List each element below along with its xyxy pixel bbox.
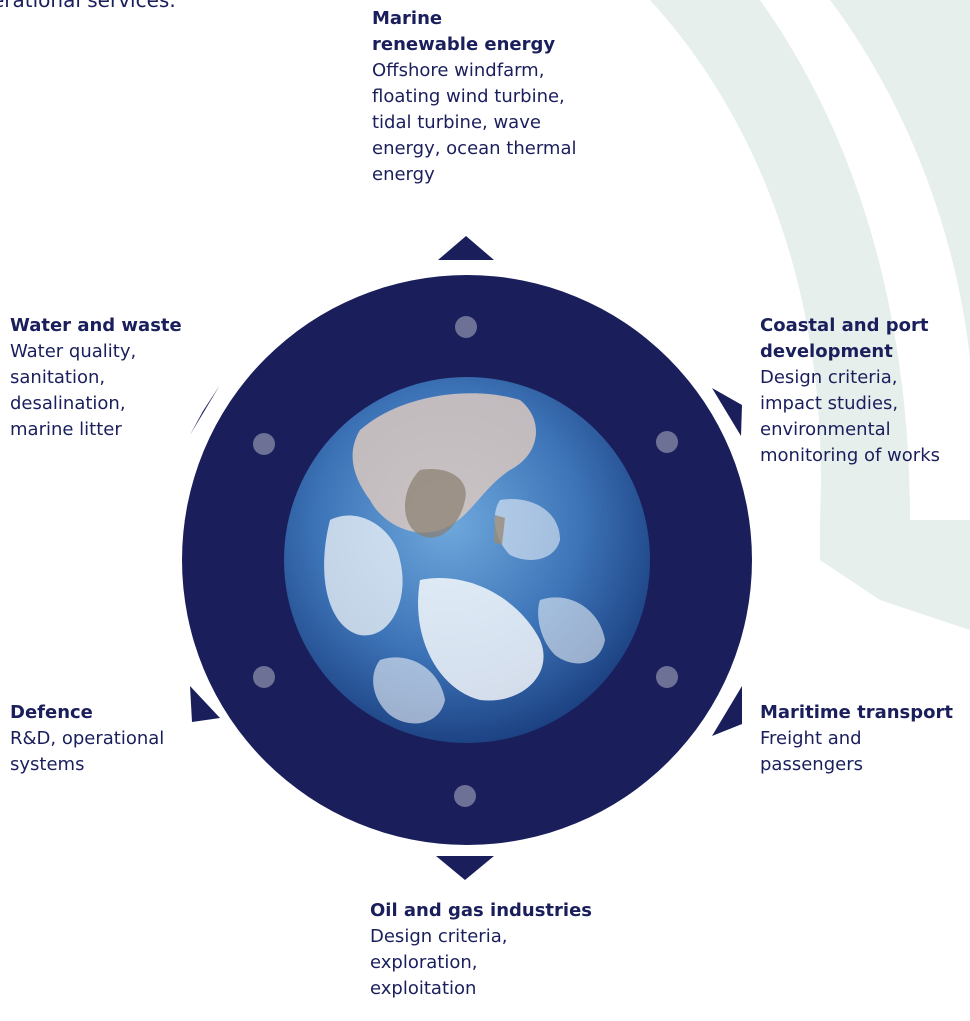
sector-oil-gas-industries: Oil and gas industries Design criteria, … (370, 898, 592, 1002)
arrow-upper-right-icon (712, 388, 742, 436)
earth-globe-icon (284, 377, 650, 743)
sector-title: Oil and gas industries (370, 900, 593, 921)
sector-title: Marine renewable energy (372, 8, 556, 55)
ring-dot-upper-right (656, 431, 678, 453)
sector-description: Offshore windfarm, floating wind turbine… (372, 60, 577, 185)
sector-defence: Defence R&D, operational systems (10, 700, 164, 778)
sector-description: R&D, operational systems (10, 728, 165, 775)
swirl-band-inner (830, 0, 970, 360)
ring-dot-bottom (454, 785, 476, 807)
arrow-up-icon (438, 236, 494, 260)
sector-description: Design criteria, impact studies, environ… (760, 367, 940, 466)
arrow-down-icon (436, 856, 494, 880)
sector-description: Design criteria, exploration, exploitati… (370, 926, 508, 999)
sector-title: Water and waste (10, 315, 182, 336)
sector-coastal-port-development: Coastal and port development Design crit… (760, 313, 940, 469)
sector-water-waste: Water and waste Water quality, sanitatio… (10, 313, 182, 443)
sector-title: Coastal and port development (760, 315, 929, 362)
sector-maritime-transport: Maritime transport Freight and passenger… (760, 700, 953, 778)
arrow-lower-right-icon (712, 686, 742, 736)
sector-description: Freight and passengers (760, 728, 863, 775)
sector-description: Water quality, sanitation, desalination,… (10, 341, 137, 440)
ring-dot-upper-left (253, 433, 275, 455)
ring-dot-top (455, 316, 477, 338)
sector-title: Maritime transport (760, 702, 953, 723)
sector-title: Defence (10, 702, 93, 723)
ring-dot-lower-right (656, 666, 678, 688)
ring-dot-lower-left (253, 666, 275, 688)
sector-marine-renewable-energy: Marine renewable energy Offshore windfar… (372, 6, 577, 188)
arrow-lower-left-icon (190, 686, 220, 722)
intro-text: erational services. (0, 0, 176, 12)
arrow-upper-left-icon (190, 385, 220, 435)
